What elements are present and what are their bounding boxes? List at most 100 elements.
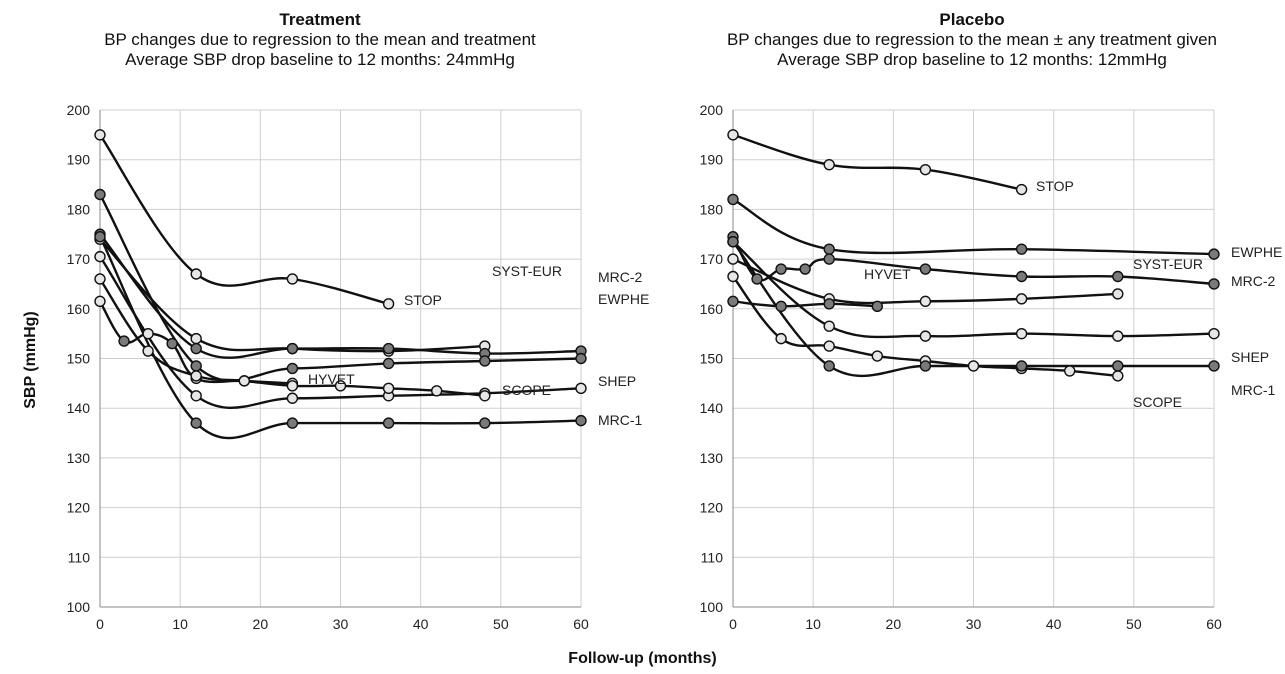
- placebo-point-scope: [823, 340, 835, 352]
- placebo-point-mrc-1: [727, 236, 739, 248]
- treatment-point-ewphe: [382, 357, 395, 370]
- placebo-point-scope: [1112, 370, 1124, 382]
- placebo-point-mrc-2: [1015, 270, 1028, 283]
- placebo-y-tick-label: 180: [700, 201, 724, 217]
- treatment-series-label-scope: SCOPE: [502, 382, 551, 398]
- treatment-y-tick-label: 170: [67, 251, 91, 267]
- treatment-series-label-shep: SHEP: [598, 373, 636, 389]
- placebo-y-tick-label: 200: [700, 102, 724, 118]
- placebo-point-mrc-2: [775, 263, 787, 275]
- placebo-point-mrc-2: [1112, 270, 1124, 283]
- placebo-y-tick-label: 150: [700, 351, 724, 367]
- treatment-chart-subtitle-2: Average SBP drop baseline to 12 months: …: [125, 50, 515, 69]
- placebo-x-tick-label: 20: [886, 616, 902, 632]
- placebo-series-label-ewphe: EWPHE: [1231, 244, 1282, 260]
- treatment-point-hyvet: [94, 295, 106, 308]
- treatment-point-scope: [334, 380, 347, 392]
- placebo-y-tick-label: 140: [700, 400, 724, 416]
- treatment-series-label-mrc-1: MRC-1: [598, 412, 643, 428]
- placebo-series-label-shep: SHEP: [1231, 349, 1269, 365]
- placebo-y-tick-label: 130: [700, 450, 724, 466]
- placebo-y-tick-label: 170: [700, 251, 724, 267]
- treatment-point-mrc-2: [382, 342, 395, 355]
- treatment-y-tick-label: 130: [67, 450, 91, 466]
- placebo-point-mrc-2: [751, 273, 763, 285]
- treatment-point-mrc-1: [382, 417, 395, 429]
- placebo-point-shep: [1112, 330, 1124, 342]
- treatment-point-scope: [382, 382, 395, 395]
- treatment-y-tick-label: 200: [67, 102, 91, 118]
- placebo-point-mrc-2: [1208, 278, 1220, 290]
- treatment-y-tick-label: 180: [67, 201, 91, 217]
- treatment-point-scope: [431, 385, 443, 397]
- placebo-point-shep: [1015, 327, 1028, 340]
- placebo-point-mrc-1: [823, 360, 835, 372]
- treatment-point-shep: [94, 250, 106, 263]
- placebo-point-ewphe: [1015, 243, 1028, 255]
- treatment-point-ewphe: [286, 362, 299, 375]
- placebo-point-scope: [775, 332, 787, 345]
- treatment-y-tick-label: 110: [68, 549, 91, 565]
- placebo-chart-title: Placebo: [939, 10, 1005, 29]
- placebo-point-scope: [967, 360, 980, 372]
- placebo-point-mrc-1: [1112, 360, 1124, 372]
- treatment-series-label-stop: STOP: [404, 292, 442, 308]
- placebo-point-syst-eur: [919, 295, 932, 308]
- placebo-point-syst-eur: [1112, 288, 1124, 300]
- treatment-point-scope: [190, 370, 202, 382]
- placebo-series-label-hyvet: HYVET: [864, 266, 911, 282]
- treatment-point-scope: [94, 273, 106, 285]
- treatment-y-tick-label: 150: [67, 351, 91, 367]
- treatment-series-label-mrc-2: MRC-2: [598, 269, 643, 285]
- treatment-chart-subtitle: BP changes due to regression to the mean…: [104, 30, 536, 49]
- treatment-y-tick-label: 160: [67, 301, 91, 317]
- placebo-y-tick-label: 100: [700, 599, 724, 615]
- placebo-point-mrc-1: [1208, 360, 1220, 372]
- treatment-point-mrc-2: [190, 342, 202, 355]
- treatment-point-ewphe: [190, 360, 202, 372]
- treatment-point-hyvet: [118, 335, 130, 347]
- treatment-series-label-hyvet: HYVET: [308, 371, 355, 387]
- treatment-point-mrc-1: [94, 231, 106, 243]
- placebo-y-tick-label: 120: [700, 500, 724, 516]
- treatment-point-shep: [575, 382, 587, 395]
- placebo-x-tick-label: 60: [1206, 616, 1222, 632]
- treatment-point-ewphe: [479, 355, 491, 367]
- treatment-chart-title: Treatment: [279, 10, 361, 29]
- placebo-series-label-stop: STOP: [1036, 178, 1074, 194]
- placebo-point-stop: [727, 129, 739, 141]
- treatment-point-mrc-1: [575, 414, 587, 427]
- treatment-point-ewphe: [575, 352, 587, 365]
- placebo-point-mrc-2: [799, 263, 811, 275]
- placebo-series-label-mrc-1: MRC-1: [1231, 382, 1276, 398]
- treatment-y-tick-label: 140: [67, 400, 91, 416]
- placebo-point-hyvet: [871, 300, 883, 313]
- treatment-point-mrc-1: [286, 417, 299, 429]
- treatment-x-tick-label: 60: [573, 616, 589, 632]
- placebo-point-mrc-1: [1015, 360, 1028, 372]
- treatment-point-shep: [286, 392, 299, 404]
- placebo-chart-subtitle-2: Average SBP drop baseline to 12 months: …: [777, 50, 1167, 69]
- placebo-point-hyvet: [823, 298, 835, 310]
- treatment-series-label-syst-eur: SYST-EUR: [492, 263, 562, 279]
- placebo-y-tick-label: 160: [700, 301, 724, 317]
- placebo-series-line-stop: [732, 133, 1022, 191]
- treatment-point-hyvet: [142, 327, 154, 340]
- treatment-chart-title-block: Treatment BP changes due to regression t…: [30, 10, 610, 70]
- treatment-point-mrc-1: [479, 417, 491, 429]
- treatment-y-tick-label: 120: [67, 500, 91, 516]
- placebo-y-tick-label: 110: [701, 549, 724, 565]
- treatment-x-tick-label: 20: [253, 616, 269, 632]
- placebo-chart-title-block: Placebo BP changes due to regression to …: [662, 10, 1282, 70]
- treatment-y-tick-label: 190: [67, 152, 91, 168]
- placebo-y-tick-label: 190: [700, 152, 724, 168]
- treatment-point-mrc-1: [190, 417, 202, 429]
- treatment-point-scope: [142, 345, 154, 357]
- placebo-point-syst-eur: [1015, 293, 1028, 305]
- treatment-series-label-ewphe: EWPHE: [598, 291, 649, 307]
- placebo-point-stop: [919, 163, 932, 176]
- treatment-point-stop: [286, 273, 299, 285]
- placebo-chart-subtitle: BP changes due to regression to the mean…: [726, 30, 1218, 49]
- treatment-point-hyvet: [166, 337, 178, 350]
